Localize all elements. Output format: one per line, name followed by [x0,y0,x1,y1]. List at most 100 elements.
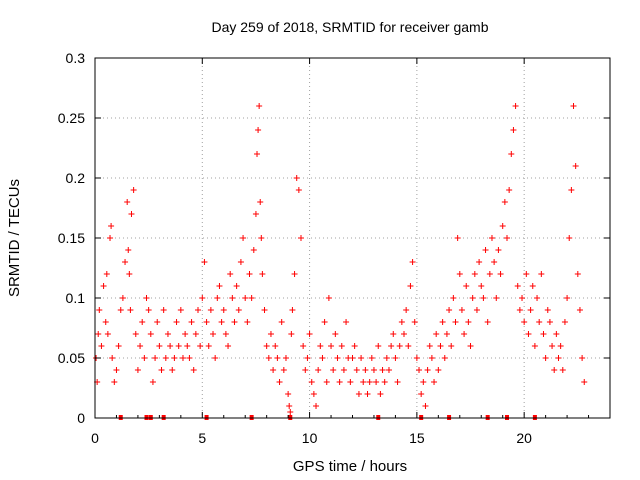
data-point [310,391,317,397]
data-point [439,319,446,325]
data-point [469,295,476,301]
data-point [512,103,519,109]
data-point [555,355,562,361]
data-point [576,307,583,313]
data-point [242,295,249,301]
data-point [478,283,485,289]
data-point [248,295,255,301]
data-point [256,103,263,109]
data-point [353,367,360,373]
data-point [261,307,268,313]
data-point [285,391,292,397]
data-point [338,343,345,349]
data-point [167,343,174,349]
data-point [212,355,219,361]
data-point [549,343,556,349]
data-point [325,295,332,301]
data-point [306,331,313,337]
data-point [381,379,388,385]
data-point [394,379,401,385]
data-point [250,247,257,253]
data-point [463,283,470,289]
data-point [102,319,109,325]
data-point [568,187,575,193]
data-point [336,379,343,385]
data-point [137,343,144,349]
data-point [235,307,242,313]
data-point [525,331,532,337]
data-point [476,259,483,265]
data-point [570,103,577,109]
data-point [126,271,133,277]
data-point [559,367,566,373]
data-point [286,403,293,409]
data-point [495,247,502,253]
data-point [190,367,197,373]
data-point [482,247,489,253]
data-point [497,271,504,277]
data-point [343,319,350,325]
data-point [431,379,438,385]
data-point [282,355,289,361]
data-point [175,343,182,349]
data-point [300,343,307,349]
x-tick-label: 20 [516,430,532,446]
data-point [149,379,156,385]
data-point [160,307,167,313]
x-tick-label: 5 [198,430,206,446]
data-point [152,355,159,361]
data-point [531,343,538,349]
data-point [124,199,131,205]
data-point [98,343,105,349]
data-point [231,319,238,325]
data-point [458,307,465,313]
chart-title: Day 259 of 2018, SRMTID for receiver gam… [211,19,488,35]
data-point [130,187,137,193]
data-point [164,331,171,337]
data-point [456,271,463,277]
data-point [132,331,139,337]
data-point [501,199,508,205]
data-point [413,355,420,361]
data-point [521,319,528,325]
x-axis-label: GPS time / hours [293,458,407,475]
data-point [465,319,472,325]
data-point [104,331,111,337]
data-point [398,319,405,325]
data-point [347,379,354,385]
data-point [295,187,302,193]
data-point [207,307,214,313]
data-points [93,103,588,415]
data-point [257,199,264,205]
data-point [370,367,377,373]
data-point [349,355,356,361]
data-point [145,307,152,313]
data-point [516,307,523,313]
data-point [265,355,272,361]
data-point [514,283,521,289]
data-point [111,379,118,385]
data-point [508,151,515,157]
data-point [127,307,134,313]
data-point [504,235,510,241]
data-point [225,343,232,349]
data-point [122,259,129,265]
data-point [291,271,298,277]
data-point [205,343,212,349]
data-point [407,283,414,289]
y-tick-label: 0.15 [58,230,85,246]
data-point [401,331,407,337]
y-axis-label: SRMTID / TECUs [6,179,23,297]
data-point [259,271,266,277]
y-tick-label: 0.2 [66,170,86,186]
data-point [546,319,553,325]
data-point [280,367,287,373]
data-point [366,379,373,385]
data-point [388,343,395,349]
data-point [179,355,186,361]
data-point [188,319,195,325]
data-point [409,259,416,265]
data-point [313,403,320,409]
